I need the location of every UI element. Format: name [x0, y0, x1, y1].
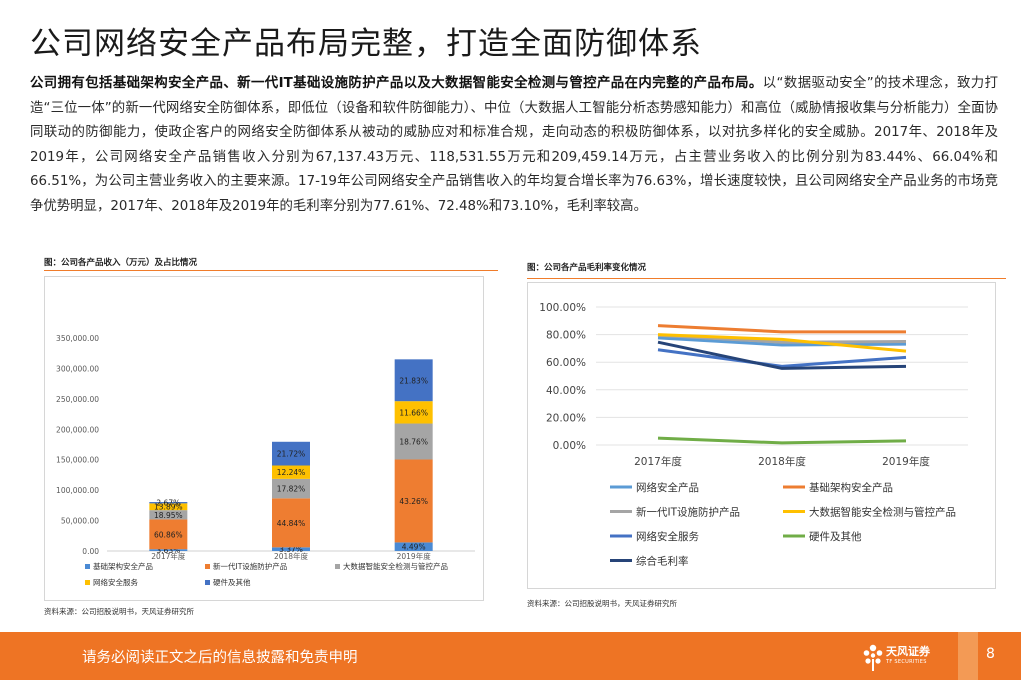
x-tick-label: 2019年度 [397, 551, 432, 561]
legend-label: 大数据智能安全检测与管控产品 [809, 506, 956, 519]
brand-logo: 天风证券 TF SECURITIES [862, 640, 942, 674]
footer-accent-block [958, 632, 978, 680]
bar-segment [394, 423, 433, 460]
y-tick-label: 300,000.00 [56, 364, 99, 373]
logo-text-cn: 天风证券 [886, 645, 930, 658]
margin-chart-source: 资料来源：公司招股说明书，天风证券研究所 [527, 599, 677, 608]
legend-swatch [205, 580, 210, 585]
flower-logo-icon [863, 644, 883, 671]
legend-label: 基础架构安全产品 [809, 481, 893, 494]
legend-label: 大数据智能安全检测与管控产品 [343, 561, 448, 571]
legend-swatch [85, 564, 90, 569]
paragraph-rest: 以“数据驱动安全”的技术理念，致力打造“三位一体”的新一代网络安全防御体系，即低… [30, 76, 998, 214]
legend-label: 新一代IT设施防护产品 [636, 506, 740, 519]
legend-swatch [205, 564, 210, 569]
margin-line-chart: 0.00% 20.00% 40.00% 60.00% 80.00% 100.00% 2017… [539, 302, 968, 568]
bar-segment [394, 459, 433, 543]
y-tick-label: 100.00% [539, 302, 586, 314]
segment-data-label: 43.26% [399, 497, 428, 506]
body-paragraph: 公司拥有包括基础架构安全产品、新一代IT基础设施防护产品以及大数据智能安全检测与… [30, 72, 998, 219]
legend-label: 基础架构安全产品 [93, 561, 153, 571]
segment-data-label: 2.67% [156, 499, 180, 508]
y-tick-label: 40.00% [546, 385, 586, 397]
revenue-chart-source: 资料来源：公司招股说明书，天风证券研究所 [44, 607, 194, 616]
bar-segment [149, 519, 188, 550]
legend-label: 新一代IT设施防护产品 [213, 561, 287, 571]
bar-segment [272, 498, 310, 548]
bar-segment [149, 510, 188, 520]
y-tick-label: 0.00% [553, 440, 586, 452]
segment-data-label: 13.89% [154, 503, 183, 512]
segment-data-label: 18.95% [154, 511, 183, 520]
segment-data-label: 17.82% [277, 485, 306, 494]
heading-rule [44, 270, 498, 271]
x-tick-label: 2018年度 [274, 551, 309, 561]
y-tick-label: 50,000.00 [61, 517, 99, 526]
series-line [657, 340, 907, 370]
revenue-chart-panel: 图：公司各产品收入（万元）及占比情况 0.00 50,000.00 100,000.… [44, 256, 498, 618]
segment-data-label: 12.24% [277, 468, 306, 477]
series-line [657, 324, 906, 334]
y-tick-label: 250,000.00 [56, 395, 99, 404]
legend-label: 硬件及其他 [213, 577, 251, 587]
y-tick-label: 60.00% [546, 357, 586, 369]
bar-segment [272, 547, 310, 551]
y-tick-label: 350,000.00 [56, 334, 99, 343]
bar-segment [272, 478, 310, 499]
series-line [657, 333, 907, 353]
bar-segment [394, 359, 433, 402]
series-line [657, 348, 907, 368]
series-line [657, 436, 907, 445]
segment-data-label: 11.66% [399, 408, 428, 417]
legend-label: 综合毛利率 [636, 555, 689, 568]
segment-data-label: 60.86% [154, 530, 183, 539]
segment-data-label: 3.63% [156, 546, 180, 555]
segment-data-label: 4.49% [402, 543, 426, 552]
segment-data-label: 18.76% [399, 438, 428, 447]
legend-label: 网络安全服务 [636, 530, 699, 543]
y-tick-label: 0.00 [82, 547, 99, 556]
legend-label: 硬件及其他 [809, 530, 862, 543]
footer-bar: 请务必阅读正文之后的信息披露和免责申明 天风证券 TF SECURITIES 8 [0, 632, 1021, 680]
y-tick-label: 80.00% [546, 330, 586, 342]
y-tick-label: 20.00% [546, 412, 586, 424]
legend-swatch [335, 564, 340, 569]
x-tick-label: 2018年度 [758, 455, 806, 468]
legend-swatch [85, 580, 90, 585]
bar-segment [394, 401, 433, 424]
revenue-chart-heading: 图：公司各产品收入（万元）及占比情况 [44, 258, 198, 268]
segment-data-label: 44.84% [277, 519, 306, 528]
segment-data-label: 21.72% [277, 450, 306, 459]
segment-data-label: 21.83% [399, 376, 428, 385]
x-tick-label: 2019年度 [882, 455, 930, 468]
bar-segment [272, 465, 310, 479]
bar-segment [272, 441, 310, 466]
y-tick-label: 100,000.00 [56, 486, 99, 495]
page-title: 公司网络安全产品布局完整，打造全面防御体系 [30, 26, 702, 62]
margin-chart-panel: 图：公司各产品毛利率变化情况 0.00% 20.00% 40.00% 60.00% 80… [527, 261, 1006, 615]
legend-label: 网络安全服务 [93, 577, 138, 587]
bar-segment [149, 502, 188, 504]
margin-chart-frame: 0.00% 20.00% 40.00% 60.00% 80.00% 100.00% 2017… [527, 282, 996, 589]
revenue-stacked-bar-chart: 0.00 50,000.00 100,000.00 150,000.00 200,000… [56, 334, 475, 587]
bar-segment [394, 542, 433, 551]
x-tick-label: 2017年度 [634, 455, 682, 468]
series-line [657, 336, 907, 347]
page-number: 8 [986, 646, 995, 662]
x-tick-label: 2017年度 [151, 551, 186, 561]
revenue-chart-frame: 0.00 50,000.00 100,000.00 150,000.00 200,000… [44, 276, 484, 601]
segment-data-label: 3.37% [279, 545, 303, 554]
y-tick-label: 200,000.00 [56, 425, 99, 434]
y-tick-label: 150,000.00 [56, 456, 99, 465]
margin-chart-heading: 图：公司各产品毛利率变化情况 [527, 263, 647, 273]
disclaimer-link[interactable]: 请务必阅读正文之后的信息披露和免责申明 [82, 650, 358, 666]
bar-segment [149, 549, 188, 551]
paragraph-lead: 公司拥有包括基础架构安全产品、新一代IT基础设施防护产品以及大数据智能安全检测与… [30, 76, 763, 91]
heading-rule [527, 278, 1006, 279]
logo-text-en: TF SECURITIES [886, 659, 927, 665]
bar-segment [149, 503, 188, 511]
legend-label: 网络安全产品 [636, 481, 699, 494]
